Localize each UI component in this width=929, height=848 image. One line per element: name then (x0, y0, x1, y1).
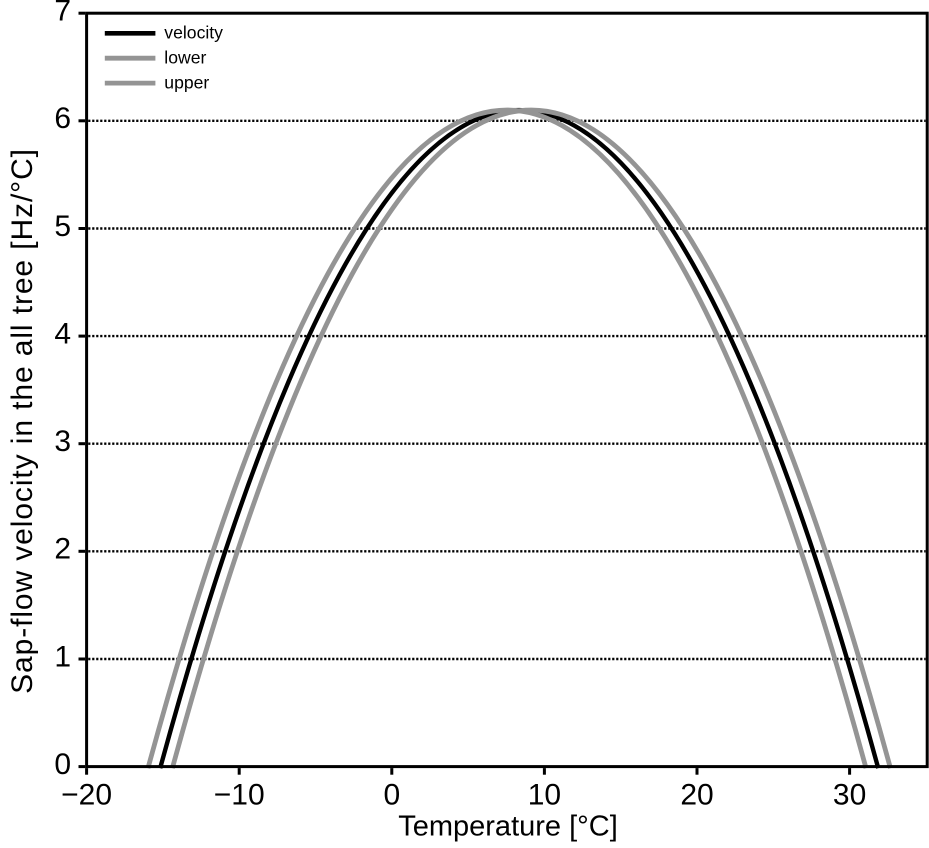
svg-text:3: 3 (54, 425, 71, 458)
svg-text:7: 7 (54, 0, 71, 28)
svg-text:20: 20 (680, 779, 713, 812)
svg-text:Sap-flow velocity in the all t: Sap-flow velocity in the all tree [Hz/°C… (6, 148, 39, 694)
svg-text:upper: upper (164, 73, 209, 93)
svg-text:−20: −20 (61, 779, 112, 812)
svg-text:6: 6 (54, 102, 71, 135)
svg-text:4: 4 (54, 317, 71, 350)
svg-text:2: 2 (54, 533, 71, 566)
svg-text:1: 1 (54, 640, 71, 673)
svg-text:0: 0 (54, 748, 71, 781)
svg-text:5: 5 (54, 210, 71, 243)
svg-text:lower: lower (164, 48, 206, 68)
svg-text:Temperature [°C]: Temperature [°C] (398, 811, 618, 843)
svg-text:10: 10 (528, 779, 561, 812)
svg-text:0: 0 (383, 779, 400, 812)
svg-text:velocity: velocity (164, 23, 223, 43)
svg-text:30: 30 (833, 779, 866, 812)
svg-text:−10: −10 (214, 779, 265, 812)
